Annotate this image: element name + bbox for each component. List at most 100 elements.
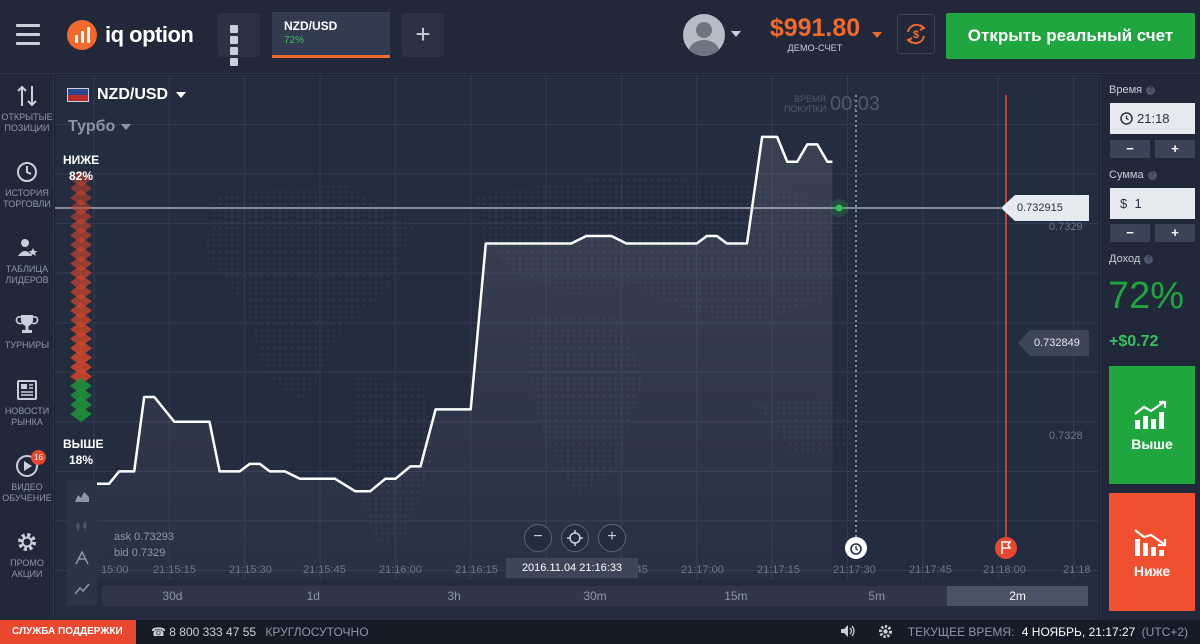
sidebar-item-tournaments[interactable]: ТУРНИРЫ bbox=[0, 310, 54, 351]
ask-bid: ask 0.73293 bid 0.7329 bbox=[114, 529, 174, 561]
expiry-time-field[interactable]: 21:18 bbox=[1110, 103, 1195, 134]
settings-gear-icon[interactable] bbox=[878, 624, 893, 642]
sidebar-item-promo[interactable]: ПРОМО АКЦИИ bbox=[0, 528, 54, 580]
sidebar-item-label: ТАБЛИЦА ЛИДЕРОВ bbox=[5, 264, 49, 285]
time-minus-button[interactable]: − bbox=[1110, 140, 1150, 158]
sidebar-item-video-tutorials[interactable]: 16 ВИДЕО ОБУЧЕНИЕ bbox=[0, 450, 54, 504]
target-price-tag: 0.732849 bbox=[1018, 330, 1089, 356]
period-1d[interactable]: 1d bbox=[306, 589, 320, 603]
line-tool-icon bbox=[74, 583, 90, 594]
sentiment-diamond bbox=[70, 359, 92, 375]
sentiment-high-label: ВЫШЕ bbox=[63, 437, 104, 451]
mode-selector[interactable]: Турбо bbox=[68, 118, 132, 136]
sentiment-diamond bbox=[70, 302, 92, 319]
sentiment-diamond bbox=[70, 406, 92, 422]
sentiment-diamond bbox=[70, 227, 92, 244]
center-chart-button[interactable] bbox=[561, 524, 589, 552]
sidebar-item-trade-history[interactable]: ИСТОРИЯ ТОРГОВЛИ bbox=[0, 158, 54, 210]
chart-down-icon bbox=[1134, 529, 1167, 556]
buy-time-countdown: 00:03 bbox=[830, 93, 881, 115]
add-asset-button[interactable]: + bbox=[402, 13, 444, 57]
y-tick-label: 0.7329 bbox=[1049, 221, 1083, 233]
svg-text:$: $ bbox=[913, 29, 919, 41]
drawing-tool[interactable] bbox=[67, 573, 97, 604]
period-5m[interactable]: 5m bbox=[868, 589, 886, 603]
clock-icon bbox=[1120, 112, 1133, 125]
period-2m[interactable]: 2m bbox=[947, 586, 1089, 606]
support-hours: КРУГЛОСУТОЧНО bbox=[265, 625, 369, 639]
menu-icon[interactable] bbox=[16, 24, 40, 46]
time-plus-button[interactable]: + bbox=[1155, 140, 1195, 158]
amount-plus-button[interactable]: + bbox=[1155, 224, 1195, 242]
time-tick-label: 21:17:45 bbox=[909, 564, 952, 576]
put-lower-button[interactable]: Ниже bbox=[1109, 493, 1195, 611]
cursor-time-tag: 2016.11.04 21:16:33 bbox=[506, 558, 638, 578]
period-15m[interactable]: 15m bbox=[724, 589, 748, 603]
expiry-flag-icon bbox=[995, 537, 1017, 559]
current-time-value: 4 НОЯБРЬ, 21:17:27 bbox=[1021, 625, 1136, 639]
buy-time-label: ВРЕМЯ ПОКУПКИ bbox=[784, 94, 827, 114]
sentiment-diamond bbox=[70, 321, 92, 338]
history-icon bbox=[17, 162, 37, 182]
sentiment-diamond bbox=[70, 387, 92, 404]
indicators-tool[interactable] bbox=[67, 542, 97, 573]
zoom-out-button[interactable]: − bbox=[524, 524, 552, 552]
area-chart-tool[interactable] bbox=[67, 480, 97, 511]
indicator-icon bbox=[75, 550, 89, 564]
balance[interactable]: $991.80 ДЕМО-СЧЕТ bbox=[760, 13, 870, 53]
sentiment-diamond bbox=[70, 368, 92, 385]
support-button[interactable]: СЛУЖБА ПОДДЕРЖКИ bbox=[0, 620, 136, 644]
sentiment-diamond bbox=[70, 349, 92, 366]
top-bar: iq option NZD/USD 72% + $991.80 ДЕМО-СЧЕ… bbox=[0, 0, 1200, 74]
period-30d[interactable]: 30d bbox=[162, 589, 183, 603]
chart-area[interactable] bbox=[55, 75, 1099, 620]
period-3h[interactable]: 3h bbox=[447, 589, 461, 603]
arrows-updown-icon bbox=[17, 85, 37, 107]
open-real-account-button[interactable]: Открыть реальный счет bbox=[946, 13, 1195, 59]
logo[interactable]: iq option bbox=[67, 20, 194, 50]
avatar-caret-icon[interactable] bbox=[731, 31, 741, 37]
sidebar-item-label: ИСТОРИЯ ТОРГОВЛИ bbox=[3, 188, 51, 209]
call-higher-button[interactable]: Выше bbox=[1109, 366, 1195, 484]
balance-caret-icon[interactable] bbox=[872, 32, 882, 38]
sidebar-item-leaderboard[interactable]: ТАБЛИЦА ЛИДЕРОВ bbox=[0, 234, 54, 286]
sidebar-item-label: ТУРНИРЫ bbox=[4, 340, 50, 350]
phone-number: 8 800 333 47 55 bbox=[169, 625, 257, 639]
amount-minus-button[interactable]: − bbox=[1110, 224, 1150, 242]
asset-tab-payout: 72% bbox=[284, 35, 305, 46]
candle-chart-tool[interactable] bbox=[67, 511, 97, 542]
period-selector: 30d 1d 3h 30m 15m 5m 2m bbox=[102, 586, 1089, 606]
bid-value: bid 0.7329 bbox=[114, 547, 166, 559]
sidebar-item-market-news[interactable]: НОВОСТИ РЫНКА bbox=[0, 376, 54, 428]
sentiment-bar bbox=[70, 171, 92, 422]
sound-icon[interactable] bbox=[840, 624, 856, 641]
time-tick-label: 21:18:00 bbox=[983, 564, 1026, 576]
current-point bbox=[835, 204, 843, 212]
time-tick-label: 21:17:00 bbox=[681, 564, 724, 576]
sentiment-diamond bbox=[70, 330, 92, 347]
sentiment-diamond bbox=[70, 218, 92, 234]
price-chart[interactable] bbox=[55, 75, 1099, 620]
time-tick-label: 21:15:30 bbox=[229, 564, 272, 576]
mode-label: Турбо bbox=[68, 118, 116, 135]
asset-selector[interactable]: NZD/USD bbox=[67, 86, 187, 104]
sidebar-item-open-positions[interactable]: ОТКРЫТЫЕ ПОЗИЦИИ bbox=[0, 82, 54, 134]
sentiment-diamond bbox=[70, 377, 92, 394]
asset-grid-button[interactable] bbox=[218, 13, 260, 66]
footer: СЛУЖБА ПОДДЕРЖКИ ☎ 8 800 333 47 55 КРУГЛ… bbox=[0, 620, 1200, 644]
sidebar-item-label: ВИДЕО ОБУЧЕНИЕ bbox=[2, 482, 52, 503]
nzd-flag-icon bbox=[67, 88, 89, 102]
price-area bbox=[94, 136, 833, 580]
period-30m[interactable]: 30m bbox=[583, 589, 607, 603]
amount-input[interactable]: $ 1 bbox=[1110, 188, 1195, 219]
time-tick-label: 21:15:15 bbox=[153, 564, 196, 576]
avatar[interactable] bbox=[683, 14, 725, 56]
sentiment-low-value: 82% bbox=[68, 169, 94, 183]
chevron-down-icon bbox=[176, 92, 187, 98]
expiry-time-value: 21:18 bbox=[1137, 111, 1170, 126]
balance-amount: $991.80 bbox=[769, 14, 861, 42]
refill-balance-button[interactable]: $ bbox=[897, 14, 935, 54]
zoom-in-button[interactable]: + bbox=[598, 524, 626, 552]
asset-tab[interactable]: NZD/USD 72% bbox=[272, 12, 390, 58]
time-tick-label: 21:17:15 bbox=[757, 564, 800, 576]
